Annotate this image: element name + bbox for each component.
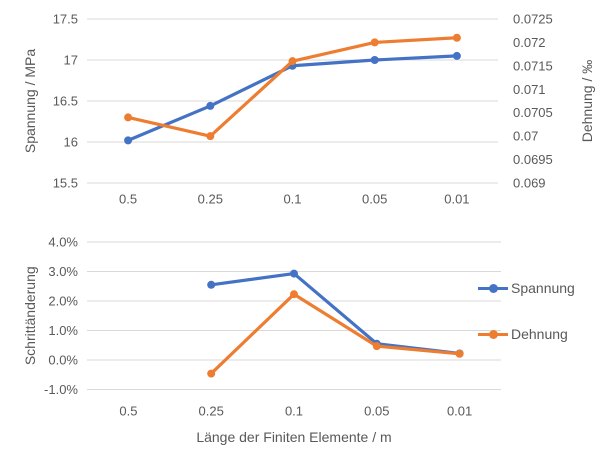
data-point-marker-spannung: [207, 280, 216, 289]
x-axis-tick-label: 0.05: [362, 192, 387, 207]
x-axis-tick-label: 0.5: [119, 404, 137, 419]
left-axis-tick-label: 17: [64, 53, 78, 68]
legend-item-dehnung: Dehnung: [478, 326, 568, 342]
legend-dot-icon: [489, 329, 498, 339]
data-point-marker-dehnung: [207, 369, 216, 378]
series-line-spannung: [209, 271, 462, 356]
left-axis-tick-label: 17.5: [53, 12, 78, 27]
left-axis-tick-label: 16: [64, 135, 78, 150]
legend-dot-icon: [489, 283, 498, 293]
data-point-marker-dehnung: [372, 342, 381, 351]
x-axis-tick-label: 0.25: [198, 192, 223, 207]
x-axis-tick-label: 0.1: [283, 192, 301, 207]
legend-label: Spannung: [511, 280, 575, 296]
data-point-marker-dehnung: [290, 290, 298, 299]
right-axis-tick-label: 0.069: [513, 176, 546, 191]
right-axis-tick-label: 0.07: [513, 129, 538, 144]
data-point-marker-dehnung: [124, 113, 133, 122]
right-axis-tick-label: 0.0705: [513, 105, 553, 120]
legend-item-spannung: Spannung: [478, 280, 575, 296]
left-axis-title: Spannung / MPa: [22, 49, 38, 154]
legend-line-marker-dehnung: [478, 329, 508, 339]
right-axis-tick-label: 0.0695: [513, 152, 553, 167]
right-axis-tick-label: 0.0715: [513, 58, 553, 73]
data-point-marker-dehnung: [206, 132, 215, 141]
x-axis-tick-label: 0.25: [199, 404, 224, 419]
x-axis-tick-label: 0.1: [285, 404, 303, 419]
left-axis-tick-label: 0.0%: [48, 353, 78, 368]
right-axis-tick-label: 0.0725: [513, 12, 553, 27]
data-point-marker-dehnung: [452, 33, 461, 42]
left-axis-tick-label: -1.0%: [44, 382, 78, 397]
legend-label: Dehnung: [511, 326, 568, 342]
right-axis-tick-label: 0.071: [513, 82, 546, 97]
x-axis-tick-label: 0.05: [364, 404, 389, 419]
left-axis-tick-label: 1.0%: [48, 323, 78, 338]
left-axis-tick-label: 4.0%: [48, 235, 78, 250]
x-axis-title: Länge der Finiten Elemente / m: [196, 429, 391, 445]
data-point-marker-spannung: [124, 136, 133, 145]
legend-line-marker-spannung: [478, 283, 508, 293]
x-axis-tick-label: 0.5: [119, 192, 137, 207]
x-axis-tick-label: 0.01: [444, 192, 469, 207]
left-axis-tick-label: 3.0%: [48, 264, 78, 279]
right-axis-tick-label: 0.072: [513, 35, 546, 50]
left-axis-tick-label: 16.5: [53, 94, 78, 109]
left-axis-tick-label: 2.0%: [48, 294, 78, 309]
data-point-marker-spannung: [290, 269, 298, 278]
series-line-dehnung: [209, 292, 462, 376]
left-axis-tick-label: 15.5: [53, 176, 78, 191]
data-point-marker-spannung: [206, 101, 215, 110]
data-point-marker-dehnung: [455, 349, 464, 358]
data-point-marker-dehnung: [370, 38, 379, 47]
right-axis-title: Dehnung / ‰: [579, 60, 595, 143]
x-axis-tick-label: 0.01: [447, 404, 472, 419]
data-point-marker-dehnung: [288, 57, 297, 66]
left-axis-title: Schrittänderung: [22, 266, 38, 365]
data-point-marker-spannung: [370, 56, 379, 64]
data-point-marker-spannung: [452, 51, 461, 60]
